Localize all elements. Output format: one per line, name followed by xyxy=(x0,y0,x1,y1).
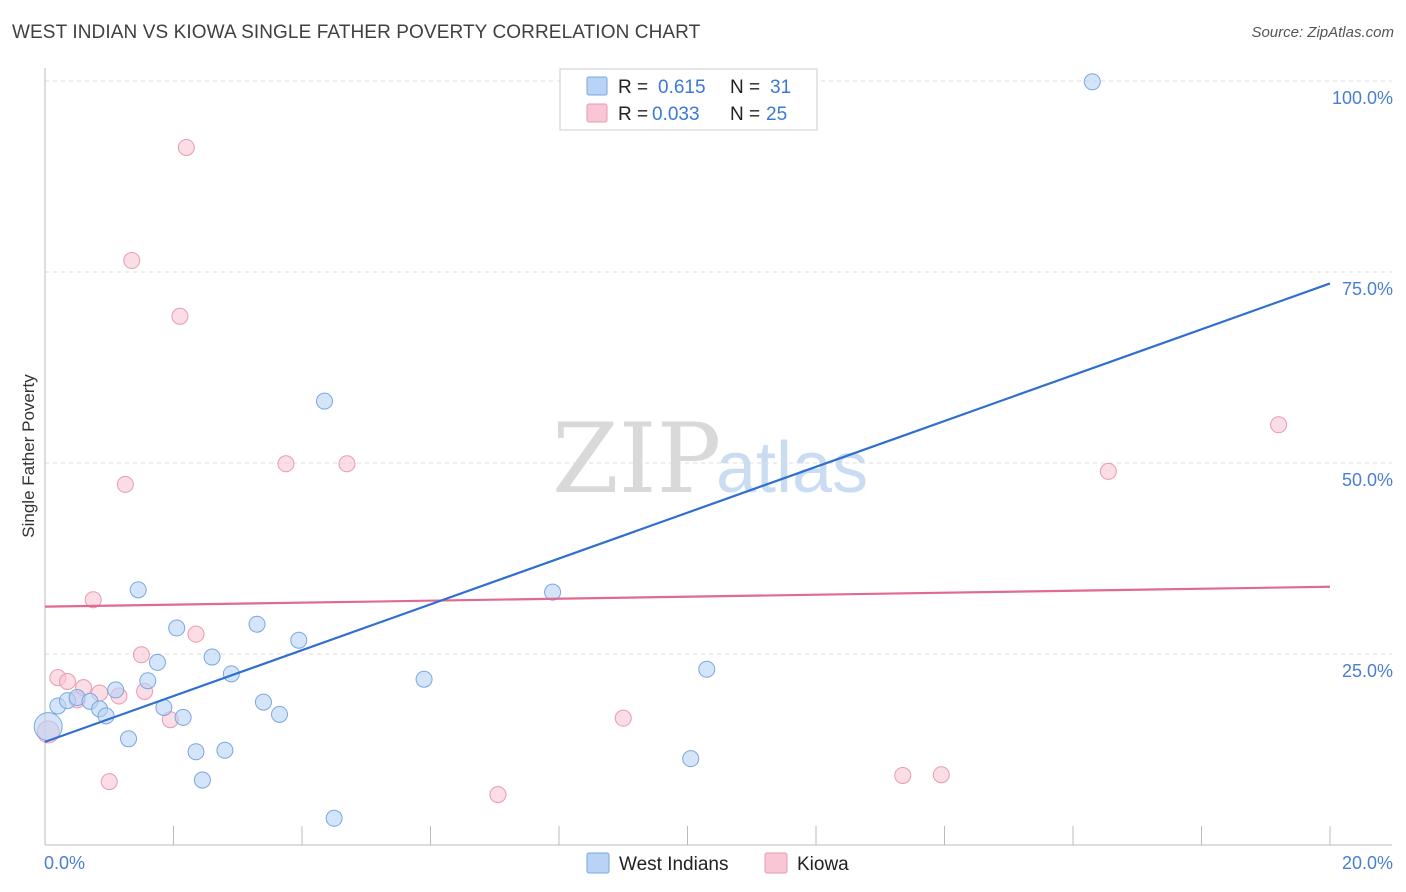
legend-n-label-2: N = xyxy=(730,104,760,125)
chart-title: WEST INDIAN VS KIOWA SINGLE FATHER POVER… xyxy=(12,22,701,43)
west-indians-point xyxy=(698,660,716,678)
bottom-legend-west-indians: West Indians xyxy=(619,854,728,875)
west-indians-point xyxy=(682,750,700,768)
legend-n-value-1: 31 xyxy=(770,77,791,98)
kiowa-point xyxy=(489,786,507,804)
west-indians-point xyxy=(107,681,125,699)
legend-r-label-1: R = xyxy=(618,77,648,98)
y-tick-labels: 25.0% 50.0% 75.0% 100.0% xyxy=(1332,88,1393,681)
west-indians-point xyxy=(315,392,333,410)
x-tick-label-0: 0.0% xyxy=(44,853,85,873)
y-tick-label-25: 25.0% xyxy=(1342,661,1393,681)
x-ticks xyxy=(173,826,1331,845)
kiowa-point xyxy=(100,773,118,791)
west-indians-point xyxy=(254,693,272,711)
kiowa-point xyxy=(116,475,134,493)
legend-r-value-1: 0.615 xyxy=(658,77,706,98)
west-indians-point xyxy=(271,705,289,723)
legend-swatch-kiowa xyxy=(586,103,608,123)
west-indians-point xyxy=(193,771,211,789)
kiowa-point xyxy=(932,766,950,784)
west-indians-point xyxy=(139,672,157,690)
x-tick-label-1: 20.0% xyxy=(1342,853,1393,873)
kiowa-point xyxy=(84,591,102,609)
west-indians-point xyxy=(415,670,433,688)
trend-lines xyxy=(44,282,1331,743)
correlation-legend: R = 0.615 N = 31 R = 0.033 N = 25 xyxy=(559,68,818,131)
kiowa-point xyxy=(1270,416,1288,434)
x-tick-labels: 0.0% 20.0% xyxy=(44,853,1393,873)
west-indians-point xyxy=(174,708,192,726)
kiowa-point xyxy=(171,307,189,325)
kiowa-point xyxy=(58,673,76,691)
west-indians-point xyxy=(187,743,205,761)
legend-swatch-west-indians xyxy=(586,76,608,96)
y-tick-label-100: 100.0% xyxy=(1332,88,1393,108)
kiowa-point xyxy=(614,709,632,727)
bottom-legend-swatch-kiowa xyxy=(764,852,788,874)
west-indians-point xyxy=(203,648,221,666)
watermark-zip: ZIP xyxy=(552,403,721,515)
west-indians-point xyxy=(325,809,343,827)
kiowa-point xyxy=(277,455,295,473)
west-indians-point xyxy=(248,615,266,633)
bottom-legend-kiowa: Kiowa xyxy=(797,854,849,875)
series-legend: West Indians Kiowa xyxy=(586,852,849,875)
kiowa-point xyxy=(177,138,195,156)
bottom-legend-swatch-west-indians xyxy=(586,852,610,874)
kiowa-point xyxy=(123,252,141,270)
kiowa-point xyxy=(132,646,150,664)
west-indians-point xyxy=(97,707,115,725)
west-indians-point xyxy=(1083,73,1101,91)
west-indians-point xyxy=(148,653,166,671)
west-indians-point xyxy=(129,581,147,599)
legend-n-label-1: N = xyxy=(730,77,760,98)
kiowa-point xyxy=(894,766,912,784)
grid-lines xyxy=(45,80,1392,655)
watermark-atlas: atlas xyxy=(716,428,868,508)
west-indians-points xyxy=(33,73,1101,827)
west-indians-point xyxy=(290,631,308,649)
kiowa-point xyxy=(187,625,205,643)
legend-r-label-2: R = xyxy=(618,104,648,125)
west-indians-point xyxy=(544,583,562,601)
kiowa-point xyxy=(1099,462,1117,480)
west-indians-point xyxy=(168,619,186,637)
source-credit: Source: ZipAtlas.com xyxy=(1251,24,1394,41)
kiowa-trendline xyxy=(44,585,1331,608)
kiowa-point xyxy=(338,455,356,473)
y-tick-label-75: 75.0% xyxy=(1342,279,1393,299)
west-indians-point xyxy=(120,730,138,748)
legend-n-value-2: 25 xyxy=(766,104,787,125)
y-axis-label: Single Father Poverty xyxy=(19,374,38,538)
y-tick-label-50: 50.0% xyxy=(1342,470,1393,490)
west-indians-point xyxy=(216,741,234,759)
west-indians-trendline xyxy=(44,282,1331,743)
legend-r-value-2: 0.033 xyxy=(652,104,700,125)
